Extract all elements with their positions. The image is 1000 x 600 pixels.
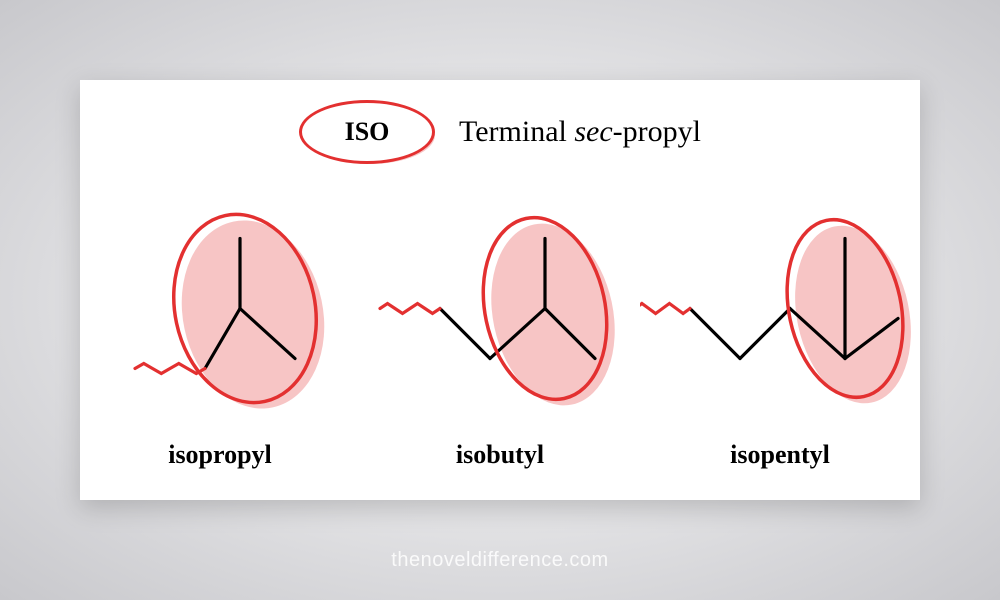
cell-isopentyl: isopentyl — [640, 185, 920, 500]
struct-isopropyl — [100, 209, 340, 414]
name-isobutyl: isobutyl — [360, 440, 640, 470]
name-isopropyl: isopropyl — [80, 440, 360, 470]
header: ISO Terminal sec-propyl — [80, 100, 920, 164]
diagram-card: ISO Terminal sec-propyl isopropyl isobut… — [80, 80, 920, 500]
structure-svg — [370, 209, 630, 409]
name-isopentyl: isopentyl — [640, 440, 920, 470]
struct-isopentyl — [640, 209, 920, 414]
header-pre: Terminal — [459, 115, 574, 148]
structure-svg — [640, 209, 920, 409]
structures-row: isopropyl isobutyl isopentyl — [80, 185, 920, 500]
header-text: Terminal sec-propyl — [459, 115, 701, 149]
structure-svg — [100, 209, 340, 409]
pill-label: ISO — [345, 117, 390, 147]
struct-isobutyl — [370, 209, 630, 414]
cell-isopropyl: isopropyl — [80, 185, 360, 500]
pill-ring: ISO — [299, 100, 435, 164]
header-italic: sec — [574, 115, 612, 148]
cell-isobutyl: isobutyl — [360, 185, 640, 500]
header-post: -propyl — [613, 115, 701, 148]
watermark: thenoveldifference.com — [0, 549, 1000, 572]
iso-pill: ISO — [299, 100, 435, 164]
